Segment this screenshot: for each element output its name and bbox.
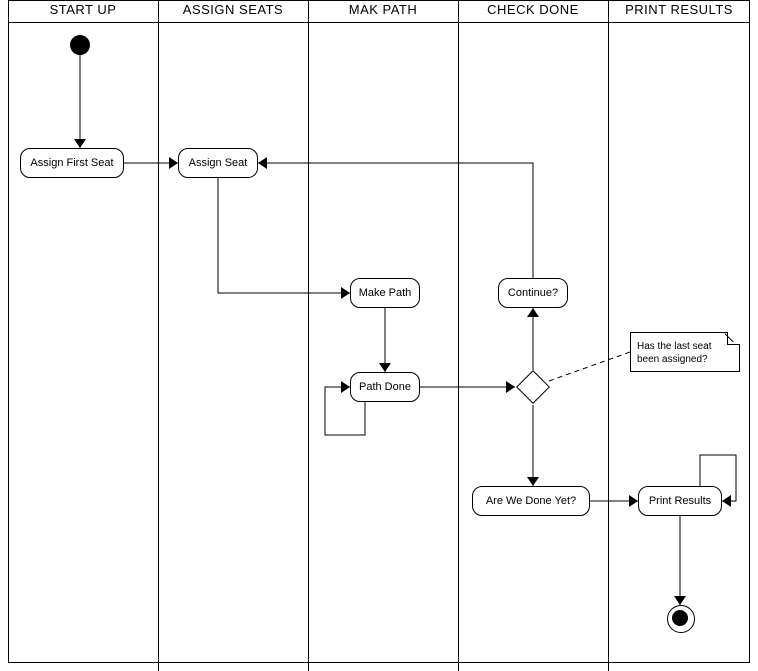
title-divider xyxy=(8,22,750,23)
lane-title-makpath: MAK PATH xyxy=(308,2,458,17)
note-line1: Has the last seat xyxy=(637,341,711,352)
activity-are-we-done-yet: Are We Done Yet? xyxy=(472,486,590,516)
note-line2: been assigned? xyxy=(637,354,708,365)
final-node-inner xyxy=(672,610,688,626)
activity-path-done: Path Done xyxy=(350,372,420,402)
activity-assign-first-seat: Assign First Seat xyxy=(20,148,124,178)
activity-assign-seat: Assign Seat xyxy=(178,148,258,178)
lane-title-assignseats: ASSIGN SEATS xyxy=(158,2,308,17)
lane-line xyxy=(458,0,459,671)
activity-make-path: Make Path xyxy=(350,278,420,308)
lane-title-checkdone: CHECK DONE xyxy=(458,2,608,17)
lane-title-printresults: PRINT RESULTS xyxy=(608,2,750,17)
activity-diagram: START UP ASSIGN SEATS MAK PATH CHECK DON… xyxy=(0,0,758,671)
lane-line xyxy=(608,0,609,671)
note: Has the last seat been assigned? xyxy=(630,332,740,372)
lane-line xyxy=(308,0,309,671)
activity-print-results: Print Results xyxy=(638,486,722,516)
lane-title-startup: START UP xyxy=(8,2,158,17)
activity-continue: Continue? xyxy=(498,278,568,308)
initial-node xyxy=(70,35,90,55)
note-fold-icon xyxy=(727,332,740,345)
lane-line xyxy=(158,0,159,671)
